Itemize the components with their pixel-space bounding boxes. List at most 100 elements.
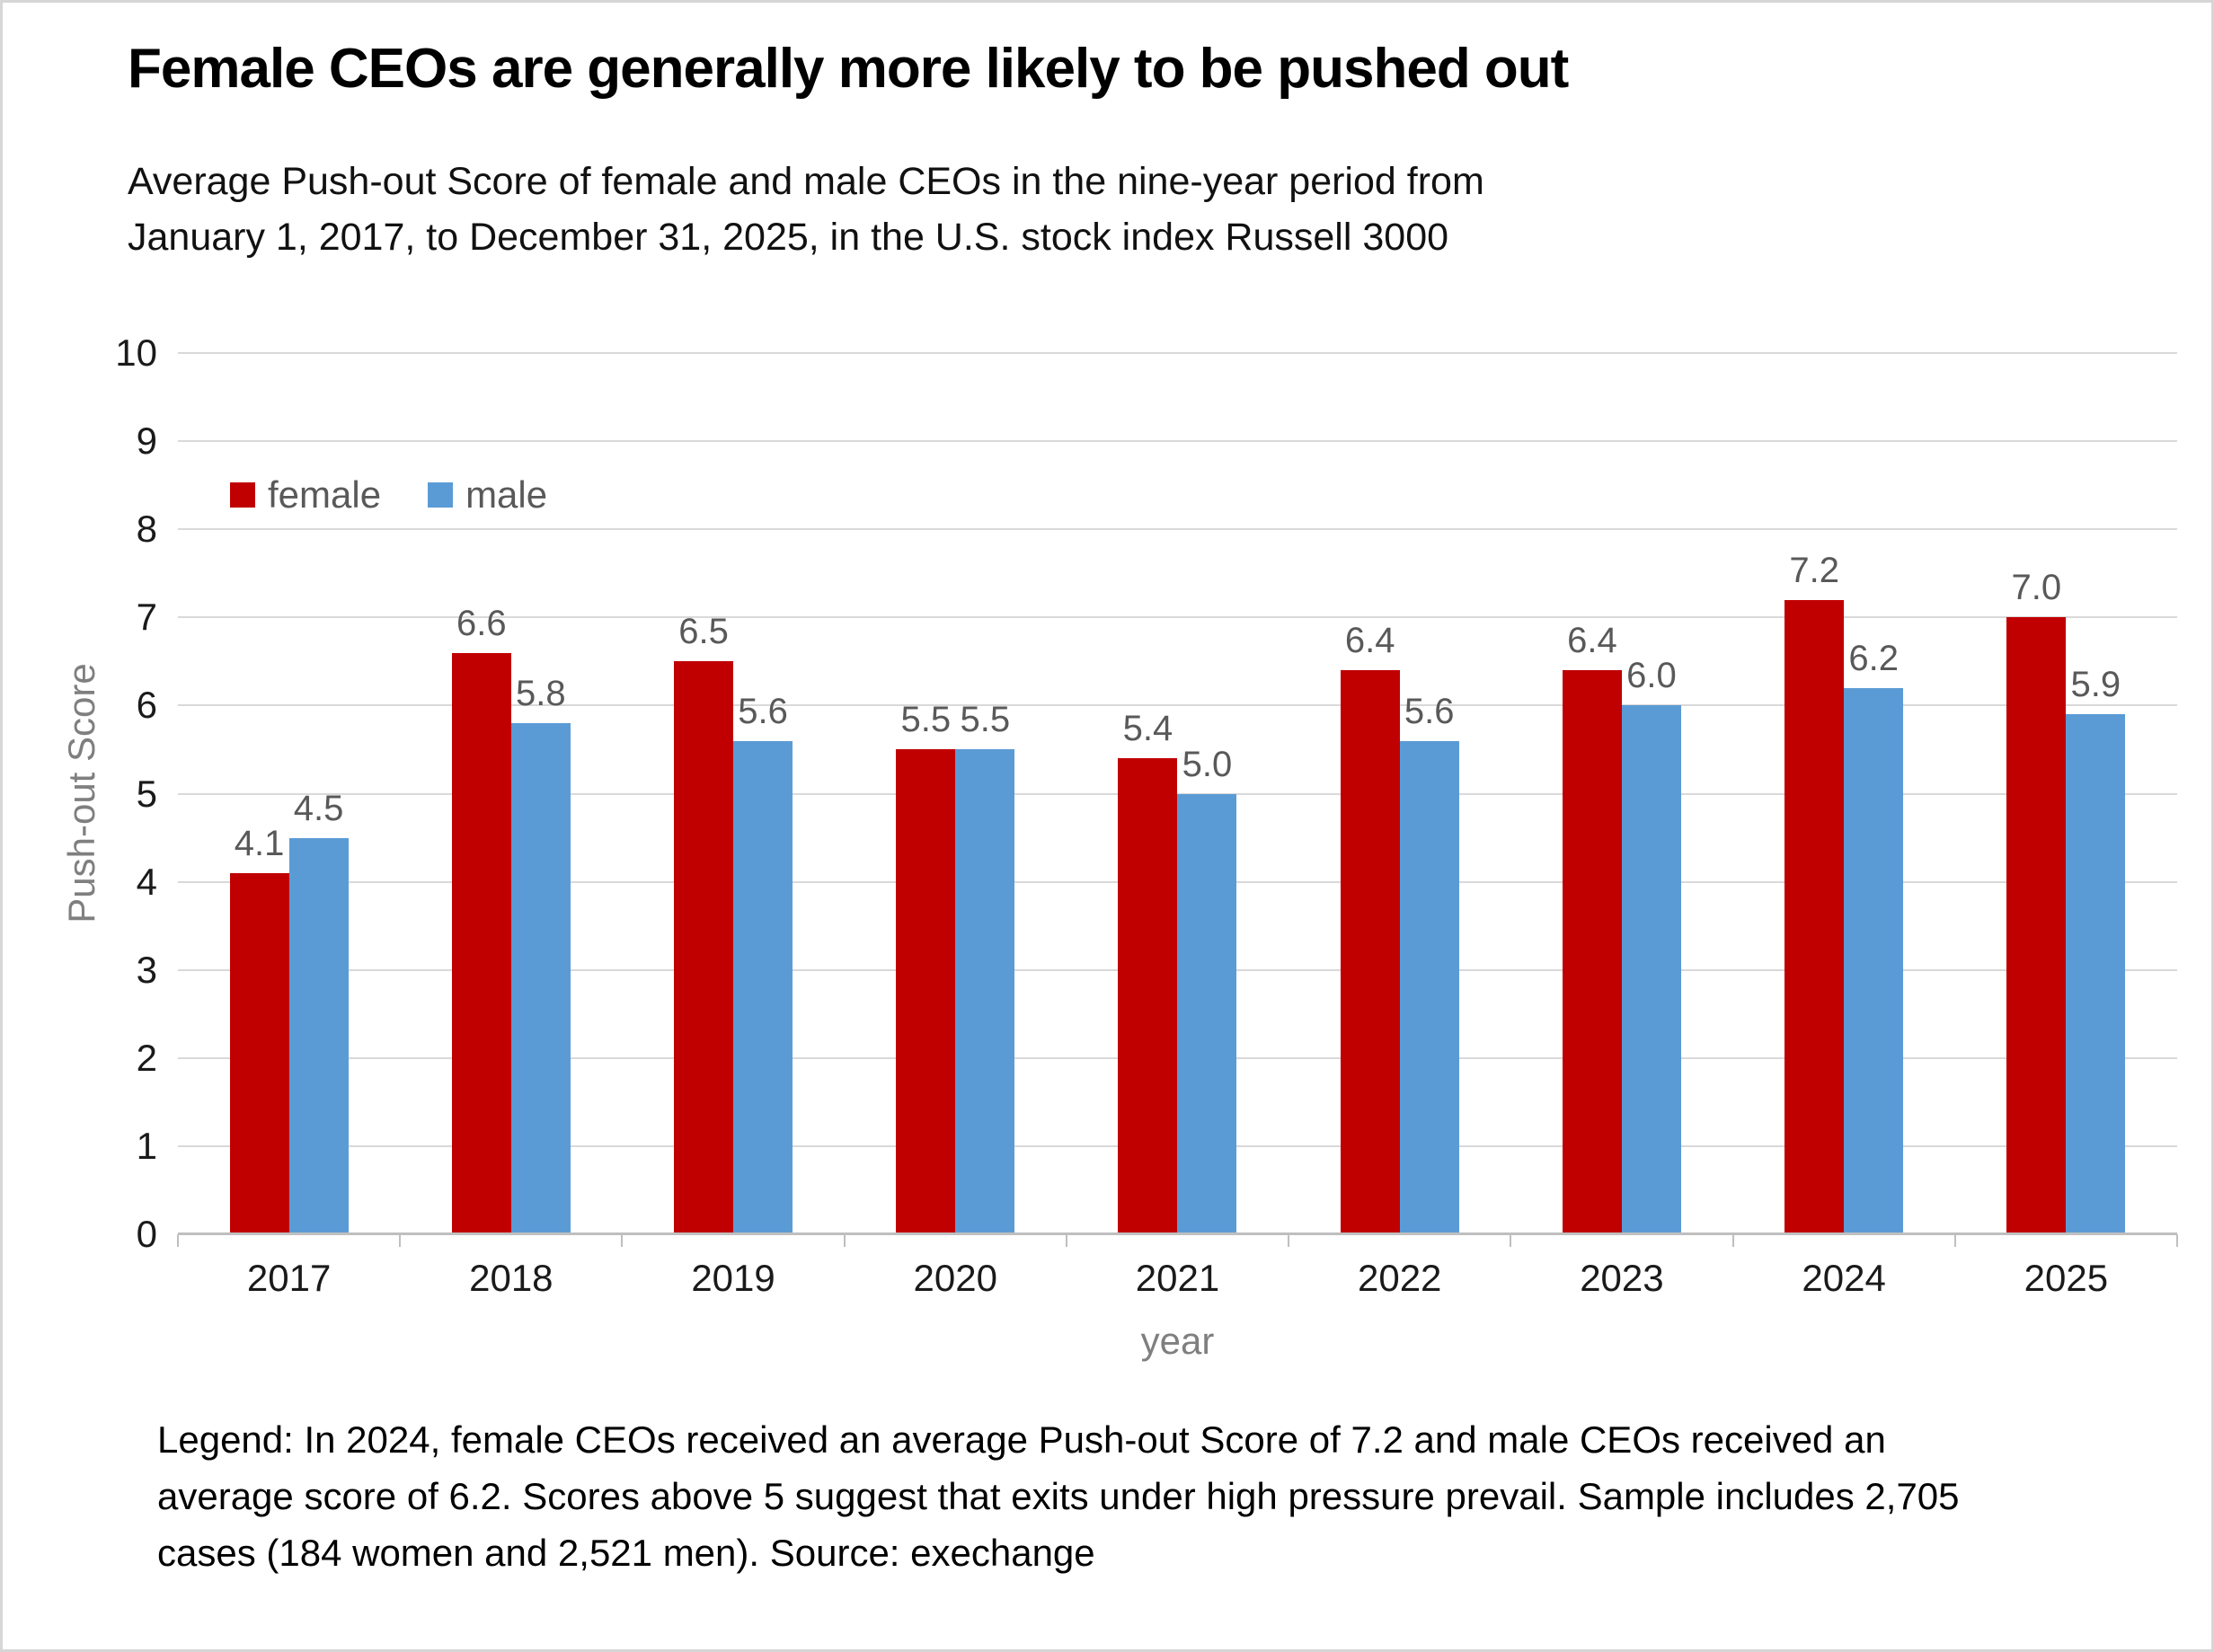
- bar-label-female-2025: 7.0: [2011, 568, 2062, 608]
- bar-male-2025: 5.9: [2066, 665, 2126, 1234]
- bar-group-2025: 7.0 5.9: [1955, 353, 2177, 1234]
- bar-label-female-2023: 6.4: [1567, 621, 1617, 661]
- bar-group-2018: 6.6 5.8: [400, 353, 622, 1234]
- bar-female-2018: 6.6: [451, 604, 511, 1234]
- bar-male-2023: 6.0: [1621, 656, 1681, 1234]
- bar-male-2018: 5.8: [510, 674, 571, 1234]
- bar-group-2017: 4.1 4.5: [178, 353, 400, 1234]
- y-axis-tick-labels: 0 1 2 3 4 5 6 7 8 9 10: [3, 331, 157, 1255]
- bar-group-2023: 6.4 6.0: [1510, 353, 1732, 1234]
- x-tick-label-2021: 2021: [1135, 1257, 1220, 1299]
- bar-label-female-2020: 5.5: [900, 700, 952, 740]
- legend-swatch-female: [230, 482, 255, 508]
- footer-line-1: Legend: In 2024, female CEOs received an…: [157, 1418, 1886, 1461]
- x-axis-tick-8: [1953, 1234, 1956, 1247]
- x-tick-label-2020: 2020: [913, 1257, 997, 1299]
- subtitle-line-2: January 1, 2017, to December 31, 2025, i…: [128, 216, 1449, 259]
- bar-male-2021: 5.0: [1177, 745, 1237, 1234]
- bar-group-2024: 7.2 6.2: [1733, 353, 1955, 1234]
- bar-group-2022: 6.4 5.6: [1289, 353, 1510, 1234]
- bar-female-2024: 7.2: [1784, 551, 1845, 1234]
- x-axis-tick-5: [1288, 1234, 1290, 1247]
- bar-male-2020: 5.5: [955, 700, 1015, 1234]
- bar-label-female-2017: 4.1: [234, 823, 285, 863]
- y-tick-label-3: 3: [136, 948, 157, 991]
- gridline-9: [178, 440, 2177, 443]
- plot-area: female male 4.1 4.5 6.6 5.8 6.5 5.6 5.5 5.5 5.4 5.…: [177, 352, 2178, 1247]
- bar-label-male-2023: 6.0: [1626, 656, 1677, 696]
- x-axis-tick-4: [1065, 1234, 1067, 1247]
- bar-female-2022: 6.4: [1340, 621, 1400, 1234]
- footer-note: Legend: In 2024, female CEOs received an…: [157, 1411, 1960, 1581]
- chart-subtitle: Average Push-out Score of female and mal…: [128, 154, 1484, 265]
- bar-female-2020: 5.5: [896, 700, 956, 1234]
- x-axis-tick-labels: 2017 2018 2019 2020 2021 2022 2023 2024 2025: [178, 1257, 2177, 1300]
- bar-male-2024: 6.2: [1844, 639, 1904, 1234]
- x-axis-tick-9: [2176, 1234, 2178, 1247]
- legend-item-female: female: [230, 473, 381, 517]
- x-tick-label-2018: 2018: [469, 1257, 554, 1299]
- bar-male-2022: 5.6: [1399, 692, 1459, 1234]
- y-tick-label-8: 8: [136, 508, 157, 551]
- x-axis-tick-3: [843, 1234, 846, 1247]
- legend-label-female: female: [268, 473, 382, 516]
- bar-group-2019: 6.5 5.6: [622, 353, 844, 1234]
- x-tick-label-2017: 2017: [246, 1257, 332, 1299]
- legend-label-male: male: [465, 473, 548, 516]
- y-tick-label-2: 2: [136, 1036, 157, 1079]
- y-tick-label-10: 10: [115, 331, 157, 374]
- y-tick-label-0: 0: [136, 1213, 157, 1255]
- y-tick-label-1: 1: [136, 1124, 157, 1167]
- y-tick-label-4: 4: [136, 860, 157, 903]
- bar-group-2020: 5.5 5.5: [845, 353, 1067, 1234]
- bar-label-male-2024: 6.2: [1848, 638, 1899, 678]
- gridline-7: [178, 616, 2177, 619]
- legend-swatch-male: [428, 482, 454, 508]
- bar-label-male-2017: 4.5: [293, 788, 344, 828]
- bar-male-2017: 4.5: [288, 789, 349, 1234]
- bar-label-male-2022: 5.6: [1404, 691, 1455, 731]
- x-tick-label-2025: 2025: [2024, 1257, 2109, 1299]
- gridline-6: [178, 704, 2177, 707]
- x-axis-tick-0: [177, 1234, 179, 1247]
- y-tick-label-6: 6: [136, 684, 157, 727]
- footer-line-2: average score of 6.2. Scores above 5 sug…: [157, 1475, 1960, 1517]
- x-axis-tick-7: [1731, 1234, 1734, 1247]
- x-axis-tick-1: [399, 1234, 402, 1247]
- bar-female-2017: 4.1: [229, 824, 289, 1234]
- bar-male-2019: 5.6: [733, 692, 793, 1234]
- x-axis-title: year: [1140, 1320, 1215, 1362]
- bar-label-female-2018: 6.6: [456, 603, 507, 643]
- gridline-8: [178, 528, 2177, 531]
- bar-female-2025: 7.0: [2006, 568, 2067, 1234]
- bar-series-container: 4.1 4.5 6.6 5.8 6.5 5.6 5.5 5.5 5.4 5.0 6.4 5.6 6.4 6…: [178, 353, 2177, 1234]
- chart-legend: female male: [230, 473, 547, 517]
- bar-label-male-2020: 5.5: [960, 700, 1011, 740]
- y-tick-label-5: 5: [136, 772, 157, 815]
- x-tick-label-2024: 2024: [1802, 1257, 1886, 1299]
- x-tick-label-2022: 2022: [1357, 1257, 1442, 1299]
- y-tick-label-7: 7: [136, 596, 157, 639]
- bar-female-2021: 5.4: [1118, 709, 1178, 1234]
- subtitle-line-1: Average Push-out Score of female and mal…: [128, 160, 1484, 203]
- bar-label-male-2021: 5.0: [1182, 744, 1233, 784]
- bar-label-female-2024: 7.2: [1789, 550, 1839, 590]
- footer-line-3: cases (184 women and 2,521 men). Source:…: [157, 1532, 1095, 1574]
- legend-item-male: male: [428, 473, 547, 517]
- y-tick-label-9: 9: [136, 420, 157, 463]
- bar-group-2021: 5.4 5.0: [1067, 353, 1289, 1234]
- bar-label-male-2018: 5.8: [516, 674, 566, 714]
- bar-label-female-2022: 6.4: [1344, 621, 1395, 661]
- x-axis-tick-2: [621, 1234, 624, 1247]
- x-tick-label-2023: 2023: [1580, 1257, 1664, 1299]
- bar-label-male-2025: 5.9: [2070, 665, 2121, 705]
- x-axis-tick-6: [1510, 1234, 1512, 1247]
- bar-female-2023: 6.4: [1562, 621, 1622, 1234]
- bar-label-male-2019: 5.6: [738, 691, 788, 731]
- x-tick-label-2019: 2019: [691, 1257, 775, 1299]
- chart-title: Female CEOs are generally more likely to…: [128, 38, 1569, 100]
- bar-female-2019: 6.5: [674, 612, 734, 1234]
- bar-label-female-2021: 5.4: [1122, 709, 1173, 749]
- x-axis-line: [178, 1232, 2177, 1235]
